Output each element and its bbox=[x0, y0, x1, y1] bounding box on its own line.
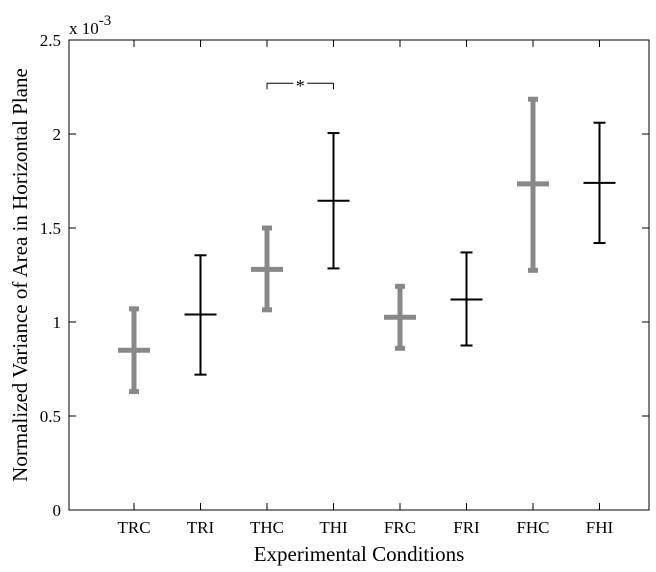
x-axis-title: Experimental Conditions bbox=[254, 542, 465, 566]
y-tick-label: 2.5 bbox=[40, 31, 61, 50]
y-multiplier-exponent: -3 bbox=[99, 13, 112, 29]
error-bar-frc bbox=[384, 283, 416, 351]
y-tick-label: 0.5 bbox=[40, 407, 61, 426]
x-tick-label-trc: TRC bbox=[117, 518, 150, 537]
y-axis-ticks: 0 0.5 1 1.5 2 2.5 bbox=[40, 31, 649, 520]
significance-bracket: * bbox=[266, 76, 334, 96]
y-axis-title: Normalized Variance of Area in Horizonta… bbox=[8, 68, 32, 482]
error-bar-tri bbox=[184, 254, 217, 376]
x-tick-label-thc: THC bbox=[250, 518, 284, 537]
x-tick-label-fhi: FHI bbox=[586, 518, 614, 537]
error-bar-fhi bbox=[583, 121, 616, 245]
significance-star: * bbox=[296, 76, 305, 96]
x-axis-ticks: TRC TRI THC THI FRC FRI FHC FHI bbox=[117, 40, 614, 537]
error-bar-fhc bbox=[517, 96, 549, 273]
x-tick-label-fhc: FHC bbox=[516, 518, 549, 537]
error-bar-fri bbox=[450, 251, 483, 347]
error-bars bbox=[118, 96, 616, 395]
y-tick-label: 1.5 bbox=[40, 219, 61, 238]
error-bar-thc bbox=[251, 225, 283, 313]
y-tick-label: 0 bbox=[53, 501, 62, 520]
error-bar-thi bbox=[317, 132, 350, 270]
x-tick-label-frc: FRC bbox=[384, 518, 416, 537]
y-tick-label: 1 bbox=[53, 313, 62, 332]
x-tick-label-tri: TRI bbox=[187, 518, 215, 537]
error-bar-trc bbox=[118, 306, 150, 395]
x-tick-label-fri: FRI bbox=[453, 518, 480, 537]
y-multiplier-label: x 10-3 bbox=[69, 13, 111, 38]
y-tick-label: 2 bbox=[53, 125, 62, 144]
x-tick-label-thi: THI bbox=[319, 518, 348, 537]
plot-frame bbox=[68, 39, 650, 511]
